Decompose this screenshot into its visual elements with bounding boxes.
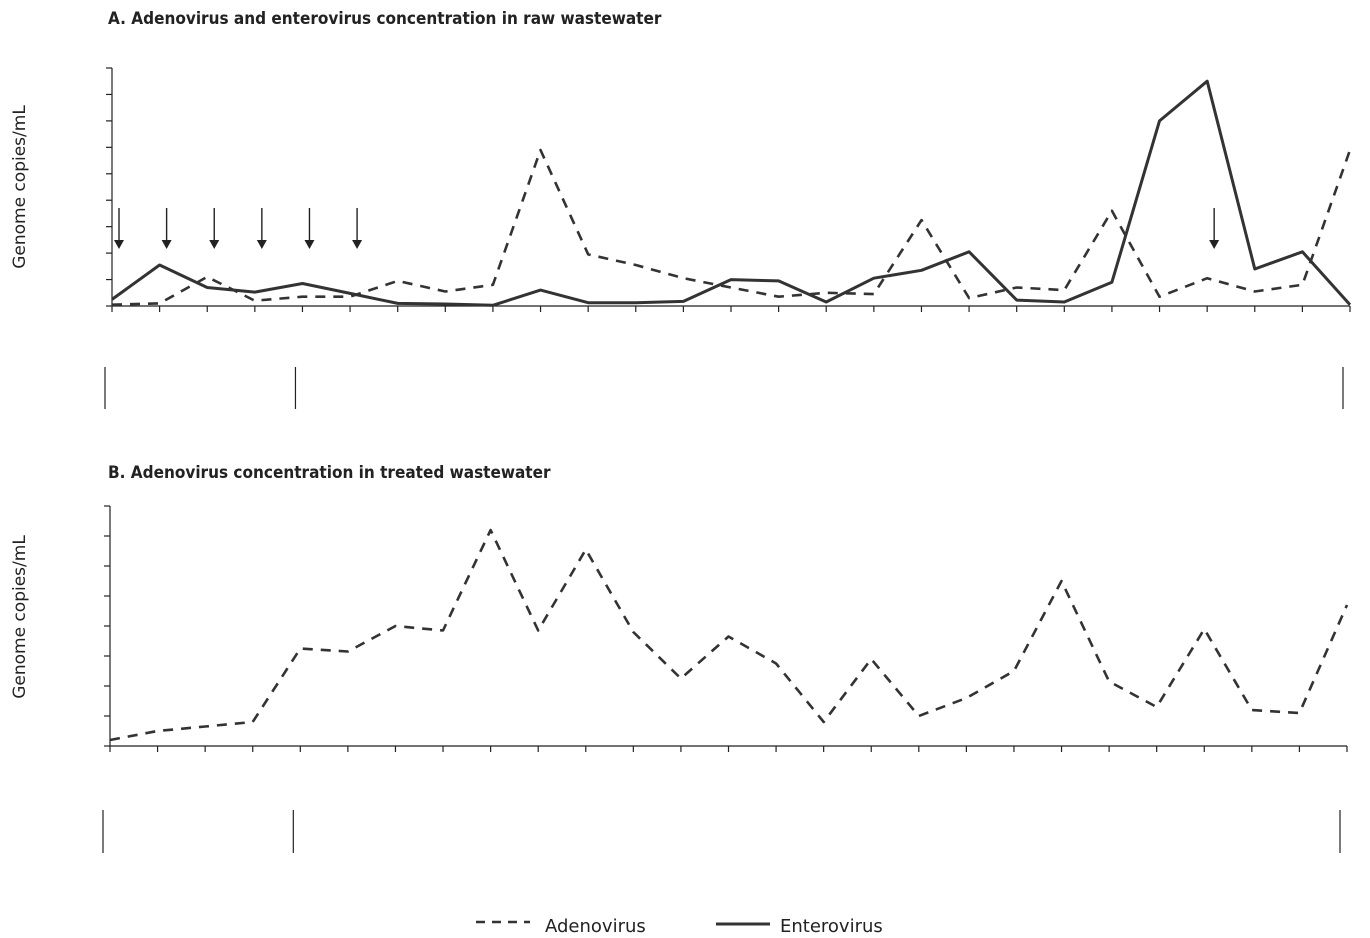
sampling-arrow-head xyxy=(256,240,267,249)
sampling-arrow-head xyxy=(352,240,363,249)
series-line-adenovirus xyxy=(109,528,1349,742)
legend-adenovirus-label: Adenovirus xyxy=(545,916,646,937)
panel-a-y-axis-label: Genome copies/mL xyxy=(10,105,30,269)
legend-enterovirus-label: Enterovirus xyxy=(780,916,883,937)
panel-a-raw-wastewater: A. Adenovirus and enterovirus concentrat… xyxy=(10,9,1352,409)
series-line-adenovirus xyxy=(111,148,1352,306)
sampling-arrow-head xyxy=(304,240,315,249)
sampling-arrow-head xyxy=(209,240,220,249)
panel-b-treated-wastewater: B. Adenovirus concentration in treated w… xyxy=(10,463,1349,853)
legend: Adenovirus Enterovirus xyxy=(476,916,883,937)
series-line-enterovirus xyxy=(111,79,1352,307)
sampling-arrow-head xyxy=(161,240,172,249)
sampling-arrow-head xyxy=(1209,240,1220,249)
panel-b-y-axis-label: Genome copies/mL xyxy=(10,535,30,699)
panel-b-title: B. Adenovirus concentration in treated w… xyxy=(108,463,551,483)
sampling-arrow-head xyxy=(114,240,124,249)
panel-a-title: A. Adenovirus and enterovirus concentrat… xyxy=(108,9,662,29)
